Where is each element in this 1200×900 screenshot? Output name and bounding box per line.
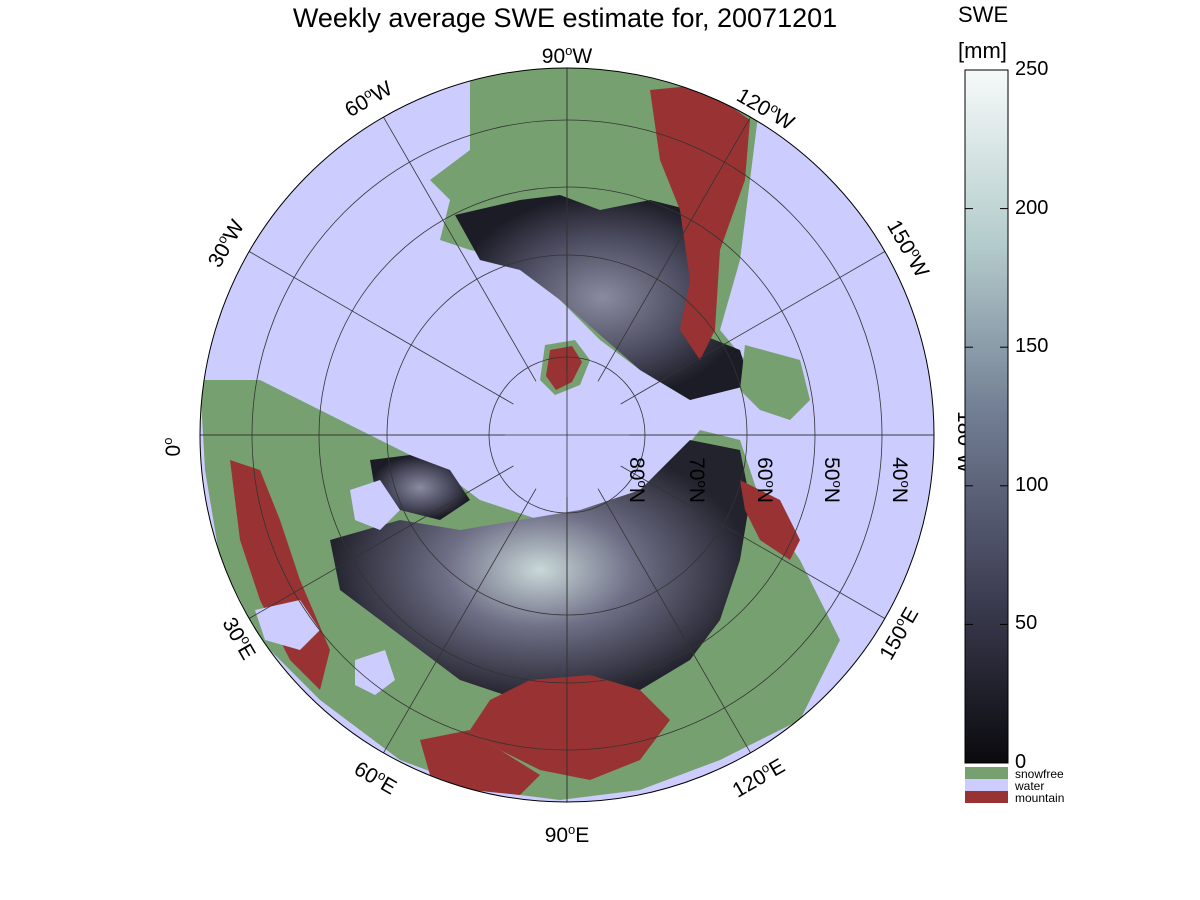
map-boundary <box>199 67 935 803</box>
longitude-label: 90oW <box>542 43 593 68</box>
latitude-label: 60oN <box>753 457 778 503</box>
meridian-line <box>248 465 514 619</box>
map-title: Weekly average SWE estimate for, 2007120… <box>292 3 838 33</box>
colorbar-tick-label: 250 <box>1015 58 1049 80</box>
caspian-sea <box>355 650 395 695</box>
latitude-label: 50oN <box>820 457 845 503</box>
colorbar-tick-label: 100 <box>1015 473 1049 496</box>
meridian-line <box>383 116 537 382</box>
category-swatch-snowfree <box>965 767 1008 779</box>
longitude-label: 90oE <box>545 822 590 847</box>
colorbar-gradient <box>964 69 1009 764</box>
longitude-label: 30oW <box>202 215 249 271</box>
east-siberia-mountains <box>740 480 800 560</box>
rocky-mountains <box>650 85 750 360</box>
colorbar <box>964 69 1009 803</box>
graticule <box>200 68 934 802</box>
black-sea <box>255 600 320 650</box>
meridian-line <box>620 251 886 405</box>
central-asia-mountains <box>470 675 670 780</box>
colorbar-tick-label: 150 <box>1015 335 1049 358</box>
siberia-snow <box>330 440 750 700</box>
latitude-labels: 80oN 70oN 60oN 50oN 40oN <box>625 457 913 503</box>
colorbar-tick-label: 200 <box>1015 196 1049 219</box>
colorbar-title-line2: [mm] <box>958 38 1007 63</box>
meridian-line <box>597 116 751 382</box>
longitude-label: 0o <box>160 438 185 457</box>
category-label-snowfree: snowfree <box>1015 767 1064 781</box>
colorbar-tick-label: 50 <box>1015 612 1038 635</box>
meridian-line <box>597 488 751 754</box>
colorbar-categories <box>965 767 1008 803</box>
latitude-label: 70oN <box>685 457 710 503</box>
meridian-line <box>383 488 537 754</box>
category-label-mountain: mountain <box>1015 791 1065 805</box>
colorbar-tick-label: 0 <box>1015 751 1027 773</box>
latitude-label: 80oN <box>625 457 650 503</box>
meridian-line <box>620 465 886 619</box>
category-swatch-mountain <box>965 791 1008 803</box>
category-label-water: water <box>1015 779 1045 793</box>
colorbar-title-line1: SWE <box>958 2 1009 27</box>
meridian-line <box>248 251 514 405</box>
category-swatch-water <box>965 779 1008 791</box>
longitude-label: 60oE <box>350 756 401 800</box>
baltic-sea <box>350 480 400 530</box>
tibet-mountains <box>420 730 540 795</box>
latitude-label: 40oN <box>888 457 913 503</box>
alaska-landmass <box>740 345 810 420</box>
colorbar-tick-marks <box>965 69 1008 764</box>
